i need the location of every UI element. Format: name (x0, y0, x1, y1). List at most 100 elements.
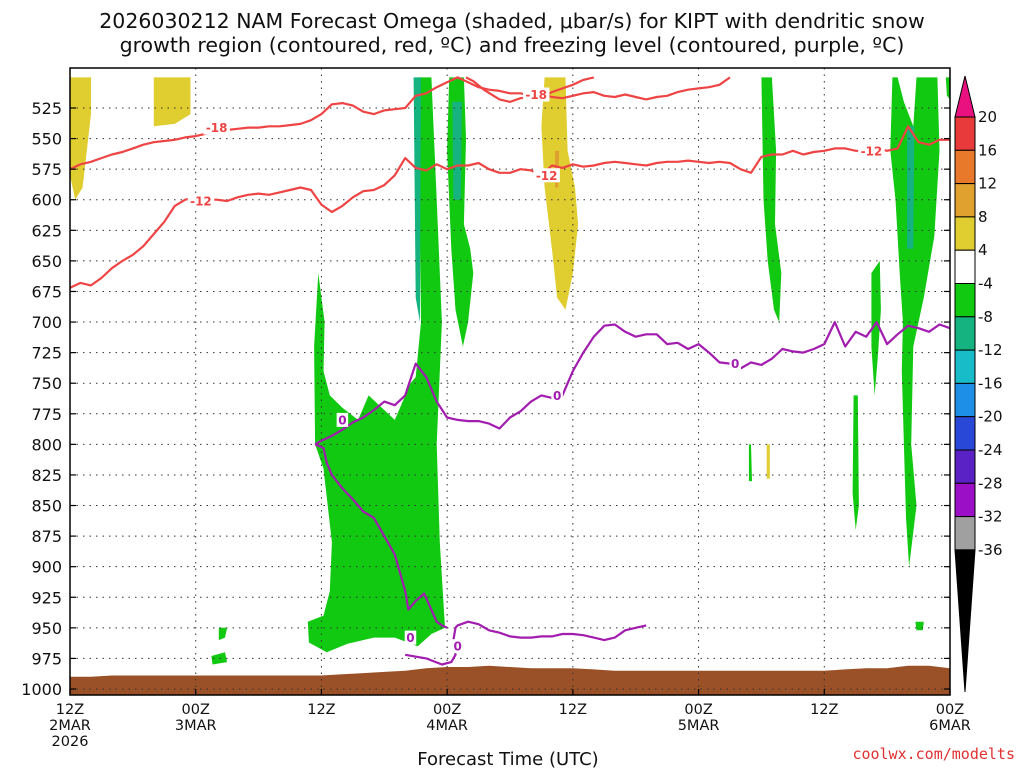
ytick-label-550: 550 (31, 130, 62, 149)
omega-region-green-right-column (890, 77, 940, 567)
contour-label-9: 0 (453, 640, 461, 654)
xtick-label-24-1: 12Z (307, 702, 335, 718)
contour-label-4: -12 (861, 144, 883, 158)
colorbar-box-4 (954, 216, 976, 251)
ytick-label-675: 675 (31, 282, 62, 301)
y-axis-ticks: 525 550 575 600 625 650 675 700 725 750 775 800 825 8… (21, 99, 950, 699)
ytick-label-625: 625 (31, 221, 62, 240)
ytick-label-825: 825 (31, 466, 62, 485)
ytick-label-650: 650 (31, 252, 62, 271)
contour-label-bg-0 (203, 120, 230, 135)
colorbar-top-arrow (954, 75, 976, 118)
colorbar-box-3 (954, 183, 976, 218)
omega-region-green-tiny-1 (218, 627, 228, 641)
contour-label-0: -18 (206, 121, 228, 135)
contour-line-2 (69, 125, 950, 289)
colorbar-box-8 (954, 349, 976, 384)
plot-frame (69, 67, 951, 696)
ytick-label-950: 950 (31, 619, 62, 638)
colorbar-label-8: -16 (978, 374, 1003, 392)
colorbar-box-9 (954, 382, 976, 418)
omega-region-yellow-midday-4mar (541, 77, 579, 310)
xtick-label-60-2: 5MAR (678, 718, 720, 734)
xtick-label-84-1: 00Z (936, 702, 964, 718)
ytick-label-750: 750 (31, 374, 62, 393)
xtick-label-12-1: 00Z (182, 702, 210, 718)
colorbar-box-6 (954, 283, 976, 318)
contour-label-5: 0 (338, 413, 346, 427)
xtick-label-0-1: 12Z (56, 702, 84, 718)
colorbar: 20 16 12 8 4 -4 -8 -12 -16 -20 -24 -28 -32 -36 (954, 75, 1003, 693)
colorbar-label-5: -4 (978, 275, 993, 293)
omega-region-green-right-lower (852, 395, 859, 530)
contour-label-bg-6 (551, 388, 563, 403)
omega-region-green-tiny-3 (915, 621, 924, 631)
grid-lines (70, 68, 950, 695)
colorbar-label-10: -24 (978, 441, 1003, 459)
ytick-label-700: 700 (31, 313, 62, 332)
contour-label-1: -18 (525, 88, 547, 102)
omega-region-green-main-column (307, 77, 445, 653)
omega-region-green-right-small (871, 260, 881, 396)
colorbar-box-11 (954, 449, 976, 484)
xtick-label-48-1: 12Z (559, 702, 587, 718)
colorbar-bottom-arrow (954, 549, 976, 693)
xtick-label-84-2: 6MAR (929, 718, 971, 734)
omega-shading (70, 77, 950, 665)
omega-region-green-tiny-2 (211, 652, 228, 665)
xtick-label-36-1: 00Z (433, 702, 461, 718)
omega-region-teal-core-2 (452, 101, 462, 200)
terrain-surface (70, 665, 950, 695)
contour-label-bg-5 (336, 412, 349, 427)
contour-line-3 (314, 321, 951, 446)
ytick-label-800: 800 (31, 435, 62, 454)
colorbar-label-0: 20 (978, 108, 997, 126)
ytick-label-900: 900 (31, 558, 62, 577)
ytick-label-725: 725 (31, 344, 62, 363)
xtick-label-0-2: 2MAR (49, 718, 91, 734)
colorbar-box-2 (954, 149, 976, 185)
contour-line-0 (465, 76, 731, 103)
omega-region-yellow-upper-2 (153, 77, 191, 127)
terrain-polygon (70, 665, 950, 695)
contour-label-bg-7 (729, 356, 741, 371)
ytick-label-850: 850 (31, 497, 62, 516)
temperature-contours (69, 76, 951, 666)
colorbar-box-7 (954, 316, 976, 351)
ytick-label-525: 525 (31, 99, 62, 118)
colorbar-label-12: -32 (978, 508, 1003, 526)
colorbar-label-2: 12 (978, 175, 997, 193)
colorbar-label-6: -8 (978, 308, 993, 326)
colorbar-box-12 (954, 482, 976, 518)
chart-title-line2: growth region (contoured, red, ºC) and f… (120, 33, 905, 57)
colorbar-label-1: 16 (978, 141, 997, 159)
xtick-label-36-2: 4MAR (426, 718, 468, 734)
contour-labels: -18 -18 -12 -12 -12 0 0 0 0 0 (187, 87, 885, 654)
contour-label-bg-3 (533, 168, 560, 183)
contour-label-bg-1 (522, 87, 550, 102)
xtick-label-72-1: 12Z (810, 702, 838, 718)
contour-label-6: 0 (553, 389, 561, 403)
ytick-label-600: 600 (31, 191, 62, 210)
colorbar-label-13: -36 (978, 541, 1003, 559)
x-axis-label: Forecast Time (UTC) (417, 749, 598, 768)
xtick-label-60-1: 00Z (684, 702, 712, 718)
colorbar-box-1 (954, 116, 976, 151)
contour-label-8: 0 (406, 631, 414, 645)
contour-label-3: -12 (536, 169, 558, 183)
ytick-label-925: 925 (31, 588, 62, 607)
colorbar-box-10 (954, 416, 976, 451)
contour-label-bg-9 (451, 639, 464, 654)
credit-text: coolwx.com/modelts (852, 745, 1015, 763)
colorbar-box-5 (954, 249, 976, 284)
contour-label-2: -12 (190, 194, 212, 208)
contour-line-1 (69, 76, 595, 171)
ytick-label-575: 575 (31, 160, 62, 179)
ytick-label-775: 775 (31, 405, 62, 424)
colorbar-label-4: 4 (978, 241, 988, 259)
colorbar-label-11: -28 (978, 474, 1003, 492)
xtick-label-0-3: 2026 (52, 734, 89, 750)
colorbar-label-3: 8 (978, 208, 988, 226)
